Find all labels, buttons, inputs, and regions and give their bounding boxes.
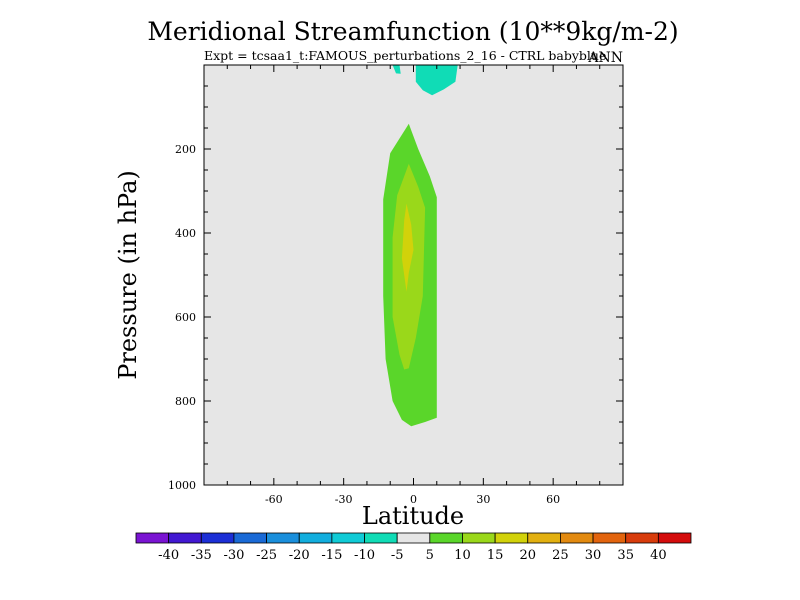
y-tick-label: 600	[175, 311, 196, 324]
colorbar-swatch	[233, 532, 267, 544]
colorbar-swatch	[527, 532, 561, 544]
colorbar-label: 15	[487, 548, 504, 563]
x-tick-label: 30	[476, 493, 490, 506]
x-axis: -60 -30 0 30 60	[226, 65, 601, 506]
colorbar-swatch	[462, 532, 496, 544]
colorbar-label: 40	[650, 548, 667, 563]
colorbar-swatch	[364, 532, 398, 544]
colorbar-label: 35	[617, 548, 634, 563]
contour-neg-top-small	[392, 65, 401, 74]
contour-band-15-20	[401, 203, 414, 292]
plot-area	[203, 64, 624, 486]
colorbar-swatch	[657, 532, 692, 544]
colorbar-swatch	[592, 532, 627, 544]
y-tick-label: 400	[175, 227, 196, 240]
x-axis-label: Latitude	[362, 502, 464, 530]
colorbar-label: -35	[191, 548, 212, 563]
y-tick-label: 800	[175, 395, 196, 408]
colorbar-label: -30	[223, 548, 244, 563]
chart-subtitle-right: ANN	[587, 50, 623, 66]
colorbar-label: 20	[519, 548, 536, 563]
colorbar-swatch	[135, 532, 170, 544]
colorbar-swatch	[625, 532, 659, 544]
chart-title: Meridional Streamfunction (10**9kg/m-2)	[147, 17, 678, 46]
colorbar-label: 30	[585, 548, 602, 563]
colorbar-swatch	[331, 532, 365, 544]
colorbar-label: -10	[354, 548, 375, 563]
y-tick-label: 1000	[168, 479, 196, 492]
y-axis-label: Pressure (in hPa)	[114, 170, 142, 380]
colorbar-swatch	[494, 532, 529, 544]
x-tick-label: -30	[335, 493, 353, 506]
colorbar-label: -40	[158, 548, 179, 563]
colorbar-swatch	[200, 532, 235, 544]
colorbar-label: -20	[289, 548, 310, 563]
x-tick-label: 0	[410, 493, 417, 506]
x-tick-label: 60	[546, 493, 560, 506]
colorbar-swatch	[266, 532, 300, 544]
colorbar-label: 5	[426, 548, 434, 563]
colorbar: -40 -35 -30 -25 -20 -15 -10 -5 5 10 15 20 25 30 35 40	[135, 532, 692, 563]
colorbar-label: -25	[256, 548, 277, 563]
y-axis: 200 400 600 800 1000	[168, 85, 623, 492]
colorbar-label: -5	[391, 548, 404, 563]
colorbar-label: 25	[552, 548, 569, 563]
colorbar-label: 10	[454, 548, 471, 563]
contour-neg-top-large	[415, 65, 458, 96]
colorbar-swatch	[429, 532, 463, 544]
colorbar-label: -15	[321, 548, 342, 563]
colorbar-swatch	[396, 532, 431, 544]
colorbar-swatch	[298, 532, 333, 544]
chart-subtitle-left: Expt = tcsaa1_t:FAMOUS_perturbations_2_1…	[204, 48, 606, 63]
x-tick-label: -60	[265, 493, 283, 506]
colorbar-swatch	[560, 532, 594, 544]
y-tick-label: 200	[175, 143, 196, 156]
colorbar-swatch	[168, 532, 202, 544]
